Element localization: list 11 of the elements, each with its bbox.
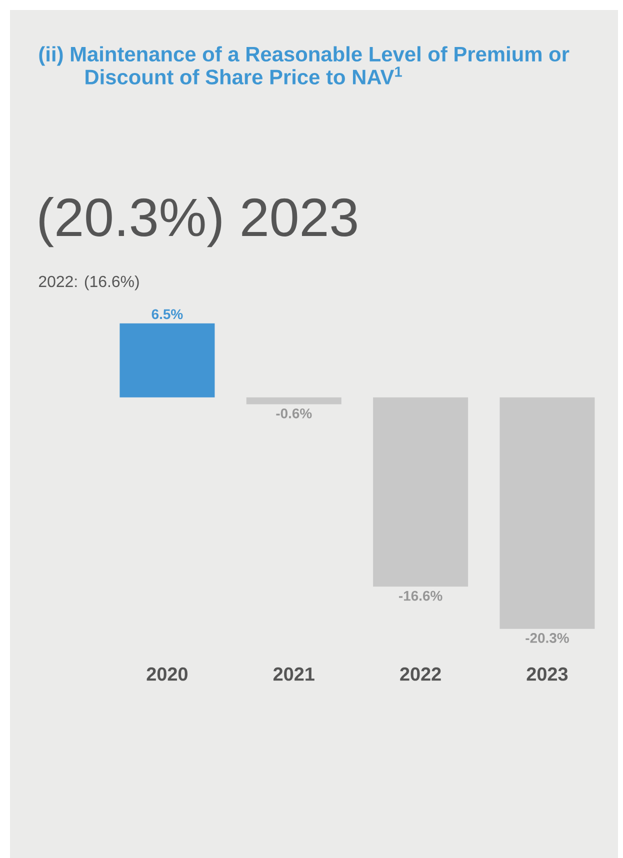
chart-title: (ii) Maintenance of a Reasonable Level of Premium or Discount of Share Price to NAV$^{1}$ [39,46,570,84]
x-tick-label: 2021 [273,667,314,681]
x-tick-label: 2022 [400,667,441,681]
data-label: -20.3% [526,633,569,643]
data-label: 6.5% [152,309,183,320]
x-tick-label: 2020 [146,667,188,681]
text: 2022: (16.6%) [38,275,139,290]
chart-subtitle: (20.3%) 2023 [40,197,357,248]
x-tick-label: 2023 [526,667,568,681]
data-label: -0.6% [276,408,312,418]
data-label: -16.6% [398,590,442,601]
